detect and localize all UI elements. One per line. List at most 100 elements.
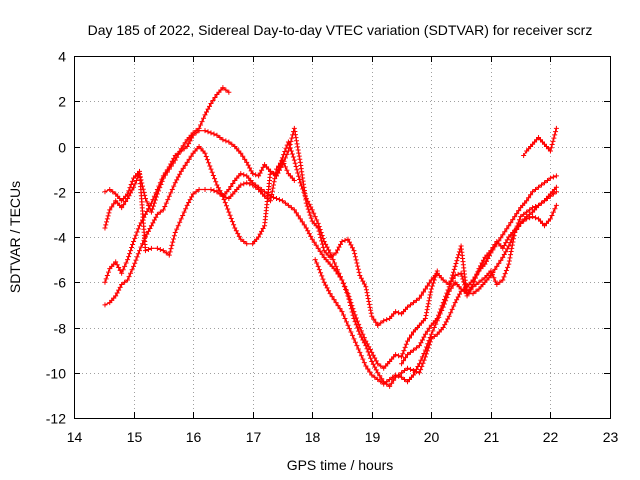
- marker: [241, 181, 247, 187]
- marker: [427, 334, 433, 340]
- marker: [332, 260, 338, 266]
- data-point: [166, 193, 172, 199]
- data-point: [220, 137, 226, 143]
- y-tick-label: 2: [58, 94, 66, 110]
- marker: [277, 161, 283, 167]
- data-point: [387, 377, 393, 383]
- marker: [153, 190, 159, 196]
- data-point: [273, 196, 279, 202]
- marker: [228, 183, 234, 189]
- marker: [505, 264, 511, 270]
- marker: [367, 369, 373, 375]
- marker: [552, 132, 558, 138]
- marker: [111, 201, 117, 207]
- marker: [429, 283, 435, 289]
- data-point: [226, 139, 232, 145]
- data-point: [422, 315, 428, 321]
- data-point: [363, 284, 369, 290]
- marker: [468, 287, 474, 293]
- data-point: [363, 363, 369, 369]
- marker: [413, 297, 419, 303]
- marker: [211, 131, 217, 137]
- marker: [181, 146, 187, 152]
- marker: [134, 229, 140, 235]
- marker: [110, 189, 116, 195]
- marker: [360, 356, 366, 362]
- data-point: [422, 331, 428, 337]
- marker: [509, 242, 515, 248]
- data-point: [208, 166, 214, 172]
- marker: [129, 245, 135, 251]
- marker: [271, 171, 277, 177]
- data-point: [440, 277, 446, 283]
- data-point: [202, 128, 208, 134]
- marker: [241, 239, 247, 245]
- data-point: [268, 168, 274, 174]
- marker: [156, 183, 162, 189]
- marker: [132, 260, 138, 266]
- data-point: [381, 318, 387, 324]
- data-point: [178, 168, 184, 174]
- data-point: [345, 293, 351, 299]
- marker: [305, 228, 311, 234]
- data-point: [494, 263, 500, 269]
- marker: [163, 250, 169, 256]
- data-point: [208, 130, 214, 136]
- marker: [215, 185, 221, 191]
- marker: [272, 176, 278, 182]
- data-point: [416, 361, 422, 367]
- data-point: [488, 248, 494, 254]
- marker: [413, 366, 419, 372]
- x-tick-label: 18: [305, 429, 321, 445]
- marker: [163, 200, 169, 206]
- data-point: [476, 266, 482, 272]
- data-point: [184, 202, 190, 208]
- data-point: [184, 144, 190, 149]
- x-tick-label: 17: [246, 429, 262, 445]
- marker: [278, 158, 284, 164]
- marker: [421, 334, 427, 340]
- data-point: [309, 236, 315, 242]
- marker: [282, 148, 288, 154]
- data-point: [399, 361, 405, 367]
- marker: [187, 138, 193, 144]
- marker: [293, 164, 299, 170]
- marker: [138, 177, 144, 183]
- data-point: [142, 211, 148, 217]
- marker: [349, 332, 355, 338]
- marker: [343, 319, 349, 325]
- marker: [378, 379, 384, 385]
- marker: [551, 135, 557, 141]
- data-point: [369, 372, 375, 378]
- data-point: [166, 164, 172, 170]
- marker: [297, 156, 303, 162]
- marker: [418, 357, 424, 363]
- marker: [319, 251, 325, 257]
- series-line: [104, 140, 438, 370]
- marker: [335, 271, 341, 277]
- marker: [308, 204, 314, 210]
- marker: [301, 189, 307, 195]
- marker: [354, 260, 360, 266]
- marker: [130, 242, 136, 248]
- data-point: [345, 236, 351, 242]
- data-point: [244, 241, 250, 247]
- marker: [439, 303, 445, 309]
- marker: [144, 199, 150, 205]
- marker: [198, 122, 204, 128]
- marker: [515, 220, 521, 226]
- data-point: [125, 277, 131, 283]
- data-point: [470, 284, 476, 290]
- data-point: [500, 245, 506, 251]
- data-point: [202, 112, 208, 118]
- marker: [295, 170, 301, 176]
- marker: [438, 306, 444, 312]
- marker: [407, 302, 413, 308]
- data-point: [375, 370, 381, 376]
- marker: [284, 167, 290, 173]
- marker: [129, 187, 135, 193]
- x-tick-label: 15: [127, 429, 143, 445]
- marker: [182, 140, 188, 146]
- marker: [454, 297, 460, 303]
- marker: [150, 197, 156, 203]
